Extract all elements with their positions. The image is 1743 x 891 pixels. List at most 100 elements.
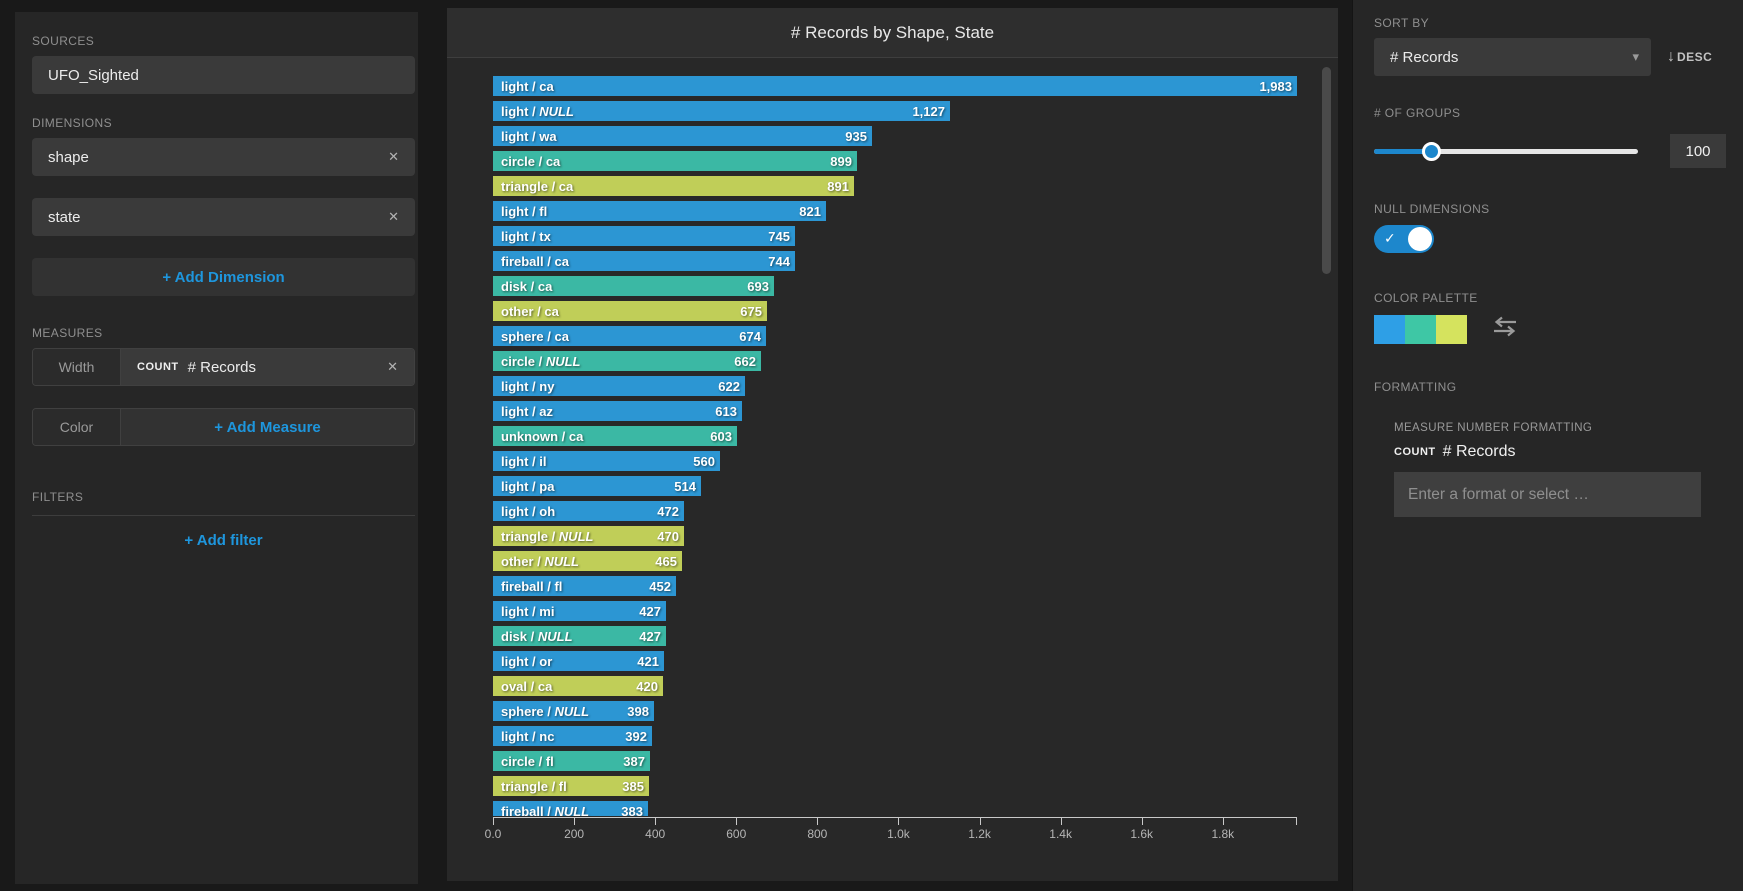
bar[interactable]: sphere / ca 674	[493, 326, 766, 346]
bar[interactable]: light / wa 935	[493, 126, 872, 146]
add-filter-button[interactable]: + Add filter	[184, 532, 263, 549]
bar[interactable]: light / ca 1,983	[493, 76, 1297, 96]
bar-row: light / NULL 1,127	[493, 101, 1323, 121]
bar[interactable]: fireball / ca 744	[493, 251, 795, 271]
bar-label: circle / fl	[501, 753, 554, 769]
bar[interactable]: triangle / fl 385	[493, 776, 649, 796]
bar-label: disk / NULL	[501, 628, 573, 644]
bar-row: circle / fl 387	[493, 751, 1323, 771]
bar[interactable]: sphere / NULL 398	[493, 701, 654, 721]
palette-swatch-green[interactable]	[1436, 315, 1467, 344]
sort-by-select[interactable]: # Records ▾	[1374, 38, 1651, 76]
bar[interactable]: light / fl 821	[493, 201, 826, 221]
bar-label: light / tx	[501, 228, 551, 244]
formatting-label: FORMATTING	[1374, 380, 1457, 394]
palette-swatch-blue[interactable]	[1374, 315, 1405, 344]
chart-title-bar: # Records by Shape, State	[447, 8, 1338, 58]
chart-scrollbar-thumb[interactable]	[1322, 67, 1331, 274]
bar[interactable]: triangle / NULL 470	[493, 526, 684, 546]
slider-handle[interactable]	[1422, 141, 1441, 161]
remove-measure-icon[interactable]: ✕	[387, 359, 398, 374]
remove-dimension-icon[interactable]: ✕	[388, 149, 399, 164]
bar[interactable]: fireball / fl 452	[493, 576, 676, 596]
bar-row: other / NULL 465	[493, 551, 1323, 571]
bar[interactable]: circle / NULL 662	[493, 351, 761, 371]
groups-value[interactable]: 100	[1670, 134, 1726, 168]
color-measure-pill[interactable]: Color + Add Measure	[32, 408, 415, 446]
axis-tick: 1.0k	[887, 818, 910, 841]
sort-direction-button[interactable]: ↓ DESC	[1667, 49, 1712, 65]
bar-row: light / mi 427	[493, 601, 1323, 621]
bar-value: 560	[693, 453, 715, 469]
remove-dimension-icon[interactable]: ✕	[388, 209, 399, 224]
bar[interactable]: oval / ca 420	[493, 676, 663, 696]
bar[interactable]: light / pa 514	[493, 476, 701, 496]
dimension-pill-shape[interactable]: shape ✕	[32, 138, 415, 176]
bar-value: 470	[657, 528, 679, 544]
bar[interactable]: light / or 421	[493, 651, 664, 671]
bar-label: light / fl	[501, 203, 548, 219]
bar-value: 452	[649, 578, 671, 594]
null-dimensions-label: NULL DIMENSIONS	[1374, 202, 1490, 216]
bar-row: circle / NULL 662	[493, 351, 1323, 371]
bar[interactable]: unknown / ca 603	[493, 426, 737, 446]
bar[interactable]: disk / ca 693	[493, 276, 774, 296]
bar[interactable]: light / nc 392	[493, 726, 652, 746]
slider-fill	[1374, 148, 1424, 154]
bar-value: 383	[621, 803, 643, 817]
bar[interactable]: other / NULL 465	[493, 551, 682, 571]
sort-by-value: # Records	[1390, 48, 1459, 66]
sources-label: SOURCES	[32, 34, 95, 48]
bar[interactable]: light / NULL 1,127	[493, 101, 950, 121]
width-measure-pill[interactable]: Width COUNT # Records ✕	[32, 348, 415, 386]
bar-label: unknown / ca	[501, 428, 584, 444]
color-slot-label: Color	[33, 409, 121, 445]
bar[interactable]: light / il 560	[493, 451, 720, 471]
bar-row: light / ny 622	[493, 376, 1323, 396]
sort-by-label: SORT BY	[1374, 16, 1430, 30]
bar-row: triangle / ca 891	[493, 176, 1323, 196]
bar-label: light / oh	[501, 503, 556, 519]
null-dimensions-toggle[interactable]: ✓	[1374, 225, 1434, 253]
add-measure-button[interactable]: + Add Measure	[214, 418, 321, 436]
bar[interactable]: circle / ca 899	[493, 151, 857, 171]
bar-row: light / fl 821	[493, 201, 1323, 221]
bar[interactable]: circle / fl 387	[493, 751, 650, 771]
format-input[interactable]	[1394, 472, 1701, 517]
bar[interactable]: light / mi 427	[493, 601, 666, 621]
bar-row: light / ca 1,983	[493, 76, 1323, 96]
axis-tick: 0.0	[485, 818, 501, 841]
axis-tick: 400	[645, 818, 665, 841]
bar-plot: light / ca 1,983 light / NULL 1,127 ligh…	[493, 76, 1323, 816]
bar[interactable]: light / az 613	[493, 401, 742, 421]
bar[interactable]: other / ca 675	[493, 301, 767, 321]
groups-slider[interactable]	[1374, 141, 1638, 161]
bar[interactable]: disk / NULL 427	[493, 626, 666, 646]
bar-value: 891	[827, 178, 849, 194]
add-dimension-button[interactable]: + Add Dimension	[32, 258, 415, 296]
swap-palette-icon[interactable]	[1492, 316, 1518, 343]
width-slot-label: Width	[33, 349, 121, 385]
chart-panel: # Records by Shape, State light / ca 1,9…	[447, 8, 1338, 881]
bar-row: light / az 613	[493, 401, 1323, 421]
bar-row: light / oh 472	[493, 501, 1323, 521]
axis-tick: 200	[564, 818, 584, 841]
bar[interactable]: light / oh 472	[493, 501, 684, 521]
bar-value: 420	[636, 678, 658, 694]
dimension-pill-state[interactable]: state ✕	[32, 198, 415, 236]
bar[interactable]: light / tx 745	[493, 226, 795, 246]
bar-row: fireball / NULL 383	[493, 801, 1323, 816]
bar-value: 421	[637, 653, 659, 669]
chart-settings-panel: SORT BY # Records ▾ ↓ DESC # OF GROUPS 1…	[1352, 0, 1743, 891]
source-field[interactable]: UFO_Sighted	[32, 56, 415, 94]
bar[interactable]: light / ny 622	[493, 376, 745, 396]
palette-swatch-teal[interactable]	[1405, 315, 1436, 344]
bar-value: 899	[830, 153, 852, 169]
bar-row: fireball / ca 744	[493, 251, 1323, 271]
bar-value: 1,127	[912, 103, 945, 119]
axis-tick-label: 0.0	[484, 827, 502, 841]
bar-value: 745	[768, 228, 790, 244]
bar[interactable]: fireball / NULL 383	[493, 801, 648, 816]
bar-label: light / or	[501, 653, 553, 669]
bar[interactable]: triangle / ca 891	[493, 176, 854, 196]
